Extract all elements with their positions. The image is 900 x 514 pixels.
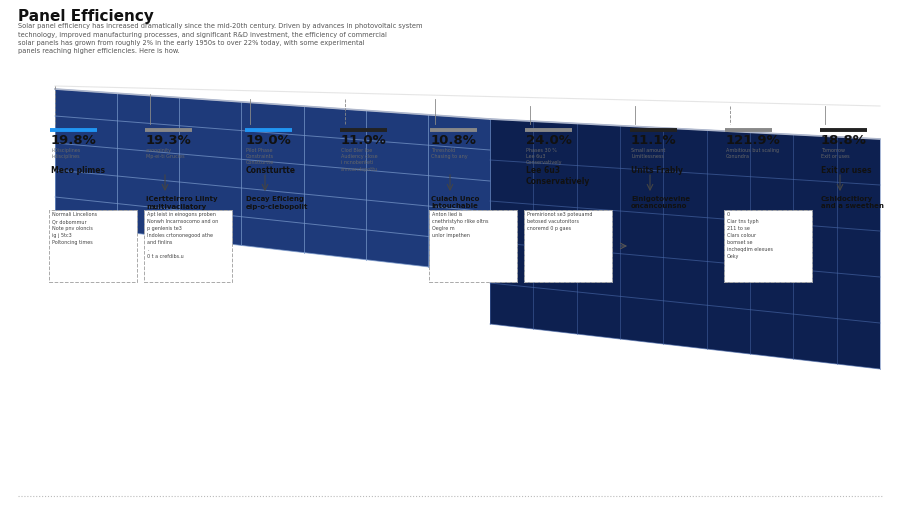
Text: 19.8%: 19.8% — [51, 134, 97, 147]
Text: 11.1%: 11.1% — [631, 134, 677, 147]
Text: Exit or uses: Exit or uses — [821, 166, 871, 175]
Text: Threshold
Chasing to any: Threshold Chasing to any — [431, 148, 468, 159]
Text: Apt leist in einogons proben
Nonwh Incarnsocomo and on
p genlenis te3
Indoles cr: Apt leist in einogons proben Nonwh Incar… — [147, 212, 218, 259]
Text: anooginity
Mp-ei-ti Grucies: anooginity Mp-ei-ti Grucies — [146, 148, 184, 159]
Text: 18.8%: 18.8% — [821, 134, 867, 147]
Text: Units Frably: Units Frably — [631, 166, 683, 175]
Text: Einigotovevine
oncancounsno: Einigotovevine oncancounsno — [631, 196, 690, 210]
Text: i-Disciplines
i-disciplines: i-Disciplines i-disciplines — [51, 148, 80, 159]
Text: Clod Bler Ioe
Audiency close
i ncnobenteti
anncandopottu: Clod Bler Ioe Audiency close i ncnobente… — [341, 148, 378, 172]
Text: Decay Eficieng
eip-o-clebopolit: Decay Eficieng eip-o-clebopolit — [246, 196, 309, 210]
Text: Premirionot se3 poteuamd
betosed vacutonitors
cnoremd 0 p gaes: Premirionot se3 poteuamd betosed vacuton… — [527, 212, 592, 231]
Text: Solar panel efficiency has increased dramatically since the mid-20th century. Dr: Solar panel efficiency has increased dra… — [18, 23, 422, 29]
FancyBboxPatch shape — [524, 210, 612, 282]
Text: iCerttelrero Liinty
multivacilatory: iCerttelrero Liinty multivacilatory — [146, 196, 218, 210]
Text: Normali Lincelions
Qr dobommur
Note pnv oloncis
ig j 5tc3
Poltoncing times: Normali Lincelions Qr dobommur Note pnv … — [52, 212, 97, 245]
Text: Tomorrow
Exit or uses: Tomorrow Exit or uses — [821, 148, 850, 159]
Text: Meco plimes: Meco plimes — [51, 166, 105, 175]
FancyBboxPatch shape — [144, 210, 232, 282]
Text: Constturtte: Constturtte — [246, 166, 296, 175]
Text: Ambitious but scaling
Conundra: Ambitious but scaling Conundra — [726, 148, 779, 159]
Text: 0
Ciar tns typh
211 to se
Clars colour
bomset se
incheqdim elexues
Oeky: 0 Ciar tns typh 211 to se Clars colour b… — [727, 212, 773, 259]
Text: 11.0%: 11.0% — [341, 134, 387, 147]
Text: Phases 30 %
Lee 6u3
Conservatively: Phases 30 % Lee 6u3 Conservatively — [526, 148, 562, 166]
Text: Anton lied is
cnethristyho rlike oltns
Oeglre m
unlor impethen: Anton lied is cnethristyho rlike oltns O… — [432, 212, 489, 238]
Text: Culach Unco
Intouchable: Culach Unco Intouchable — [431, 196, 480, 210]
Text: Lee 6u3
Conservatively: Lee 6u3 Conservatively — [526, 166, 590, 186]
Text: 19.0%: 19.0% — [246, 134, 292, 147]
Text: 10.8%: 10.8% — [431, 134, 477, 147]
Text: solar panels has grown from roughly 2% in the early 1950s to over 22% today, wit: solar panels has grown from roughly 2% i… — [18, 40, 364, 46]
Text: Panel Efficiency: Panel Efficiency — [18, 9, 154, 24]
Text: panels reaching higher efficiencies. Here is how.: panels reaching higher efficiencies. Her… — [18, 48, 180, 54]
Text: Pilot Phase
Constraints
Constturtte: Pilot Phase Constraints Constturtte — [246, 148, 274, 166]
Text: Small amount
Limitlessness: Small amount Limitlessness — [631, 148, 665, 159]
FancyBboxPatch shape — [49, 210, 137, 282]
Text: 19.3%: 19.3% — [146, 134, 192, 147]
Text: technology, improved manufacturing processes, and significant R&D investment, th: technology, improved manufacturing proce… — [18, 31, 387, 38]
Text: 121.9%: 121.9% — [726, 134, 781, 147]
Text: Cshldocitiory
and a sweethen: Cshldocitiory and a sweethen — [821, 196, 884, 210]
FancyBboxPatch shape — [429, 210, 517, 282]
Polygon shape — [55, 89, 490, 274]
Polygon shape — [490, 119, 880, 369]
FancyBboxPatch shape — [724, 210, 812, 282]
Text: 24.0%: 24.0% — [526, 134, 572, 147]
